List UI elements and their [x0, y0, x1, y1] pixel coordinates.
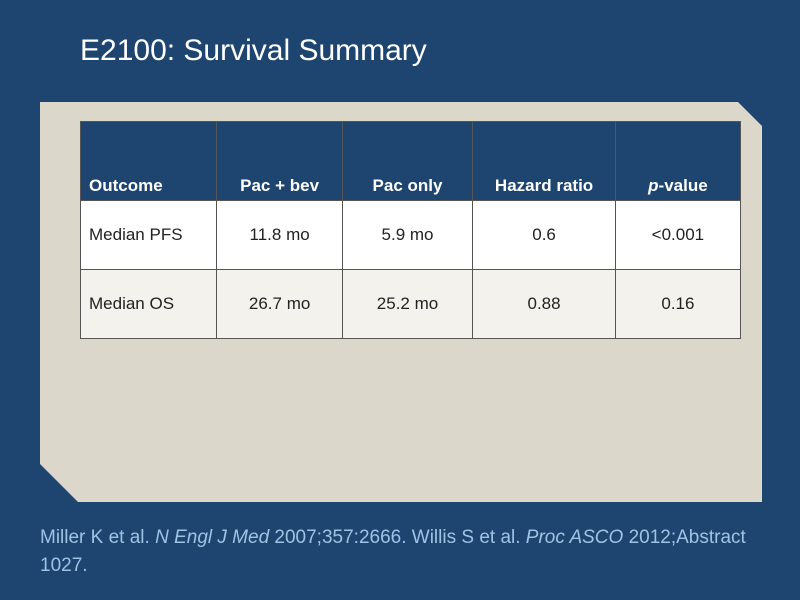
cell-pac-only: 25.2 mo	[341, 269, 474, 339]
cell-outcome: Median OS	[79, 269, 218, 339]
cell-outcome: Median PFS	[79, 200, 218, 270]
cell-pac-only: 5.9 mo	[341, 200, 474, 270]
table-row: Median PFS 11.8 mo 5.9 mo 0.6 <0.001	[79, 200, 742, 270]
ref-text-2: 2007;357:2666. Willis S et al.	[269, 527, 526, 548]
cell-p-value: <0.001	[614, 200, 742, 270]
header-outcome: Outcome	[79, 121, 218, 201]
header-p-value-rest: -value	[658, 176, 708, 195]
cell-hazard-ratio: 0.6	[472, 200, 616, 270]
header-p-value: p-value	[614, 121, 742, 201]
cell-pac-bev: 11.8 mo	[216, 200, 343, 270]
cell-p-value: 0.16	[614, 269, 742, 339]
cell-pac-bev: 26.7 mo	[216, 269, 343, 339]
slide-title: E2100: Survival Summary	[80, 34, 427, 67]
reference-citation: Miller K et al. N Engl J Med 2007;357:26…	[40, 524, 760, 580]
header-p-value-italic: p	[648, 176, 659, 195]
header-hazard-ratio: Hazard ratio	[472, 121, 616, 201]
table-header-row: Outcome Pac + bev Pac only Hazard ratio …	[79, 121, 742, 201]
survival-summary-table: Outcome Pac + bev Pac only Hazard ratio …	[79, 121, 742, 339]
header-pac-only: Pac only	[341, 121, 474, 201]
table-row: Median OS 26.7 mo 25.2 mo 0.88 0.16	[79, 269, 742, 339]
ref-journal-2: Proc ASCO	[525, 527, 624, 548]
ref-text-3: 2012;Abstract 1027.	[40, 527, 746, 576]
cell-hazard-ratio: 0.88	[472, 269, 616, 339]
ref-journal-1: N Engl J Med	[155, 527, 270, 548]
ref-text-1: Miller K et al.	[40, 527, 156, 548]
header-pac-bev: Pac + bev	[216, 121, 343, 201]
